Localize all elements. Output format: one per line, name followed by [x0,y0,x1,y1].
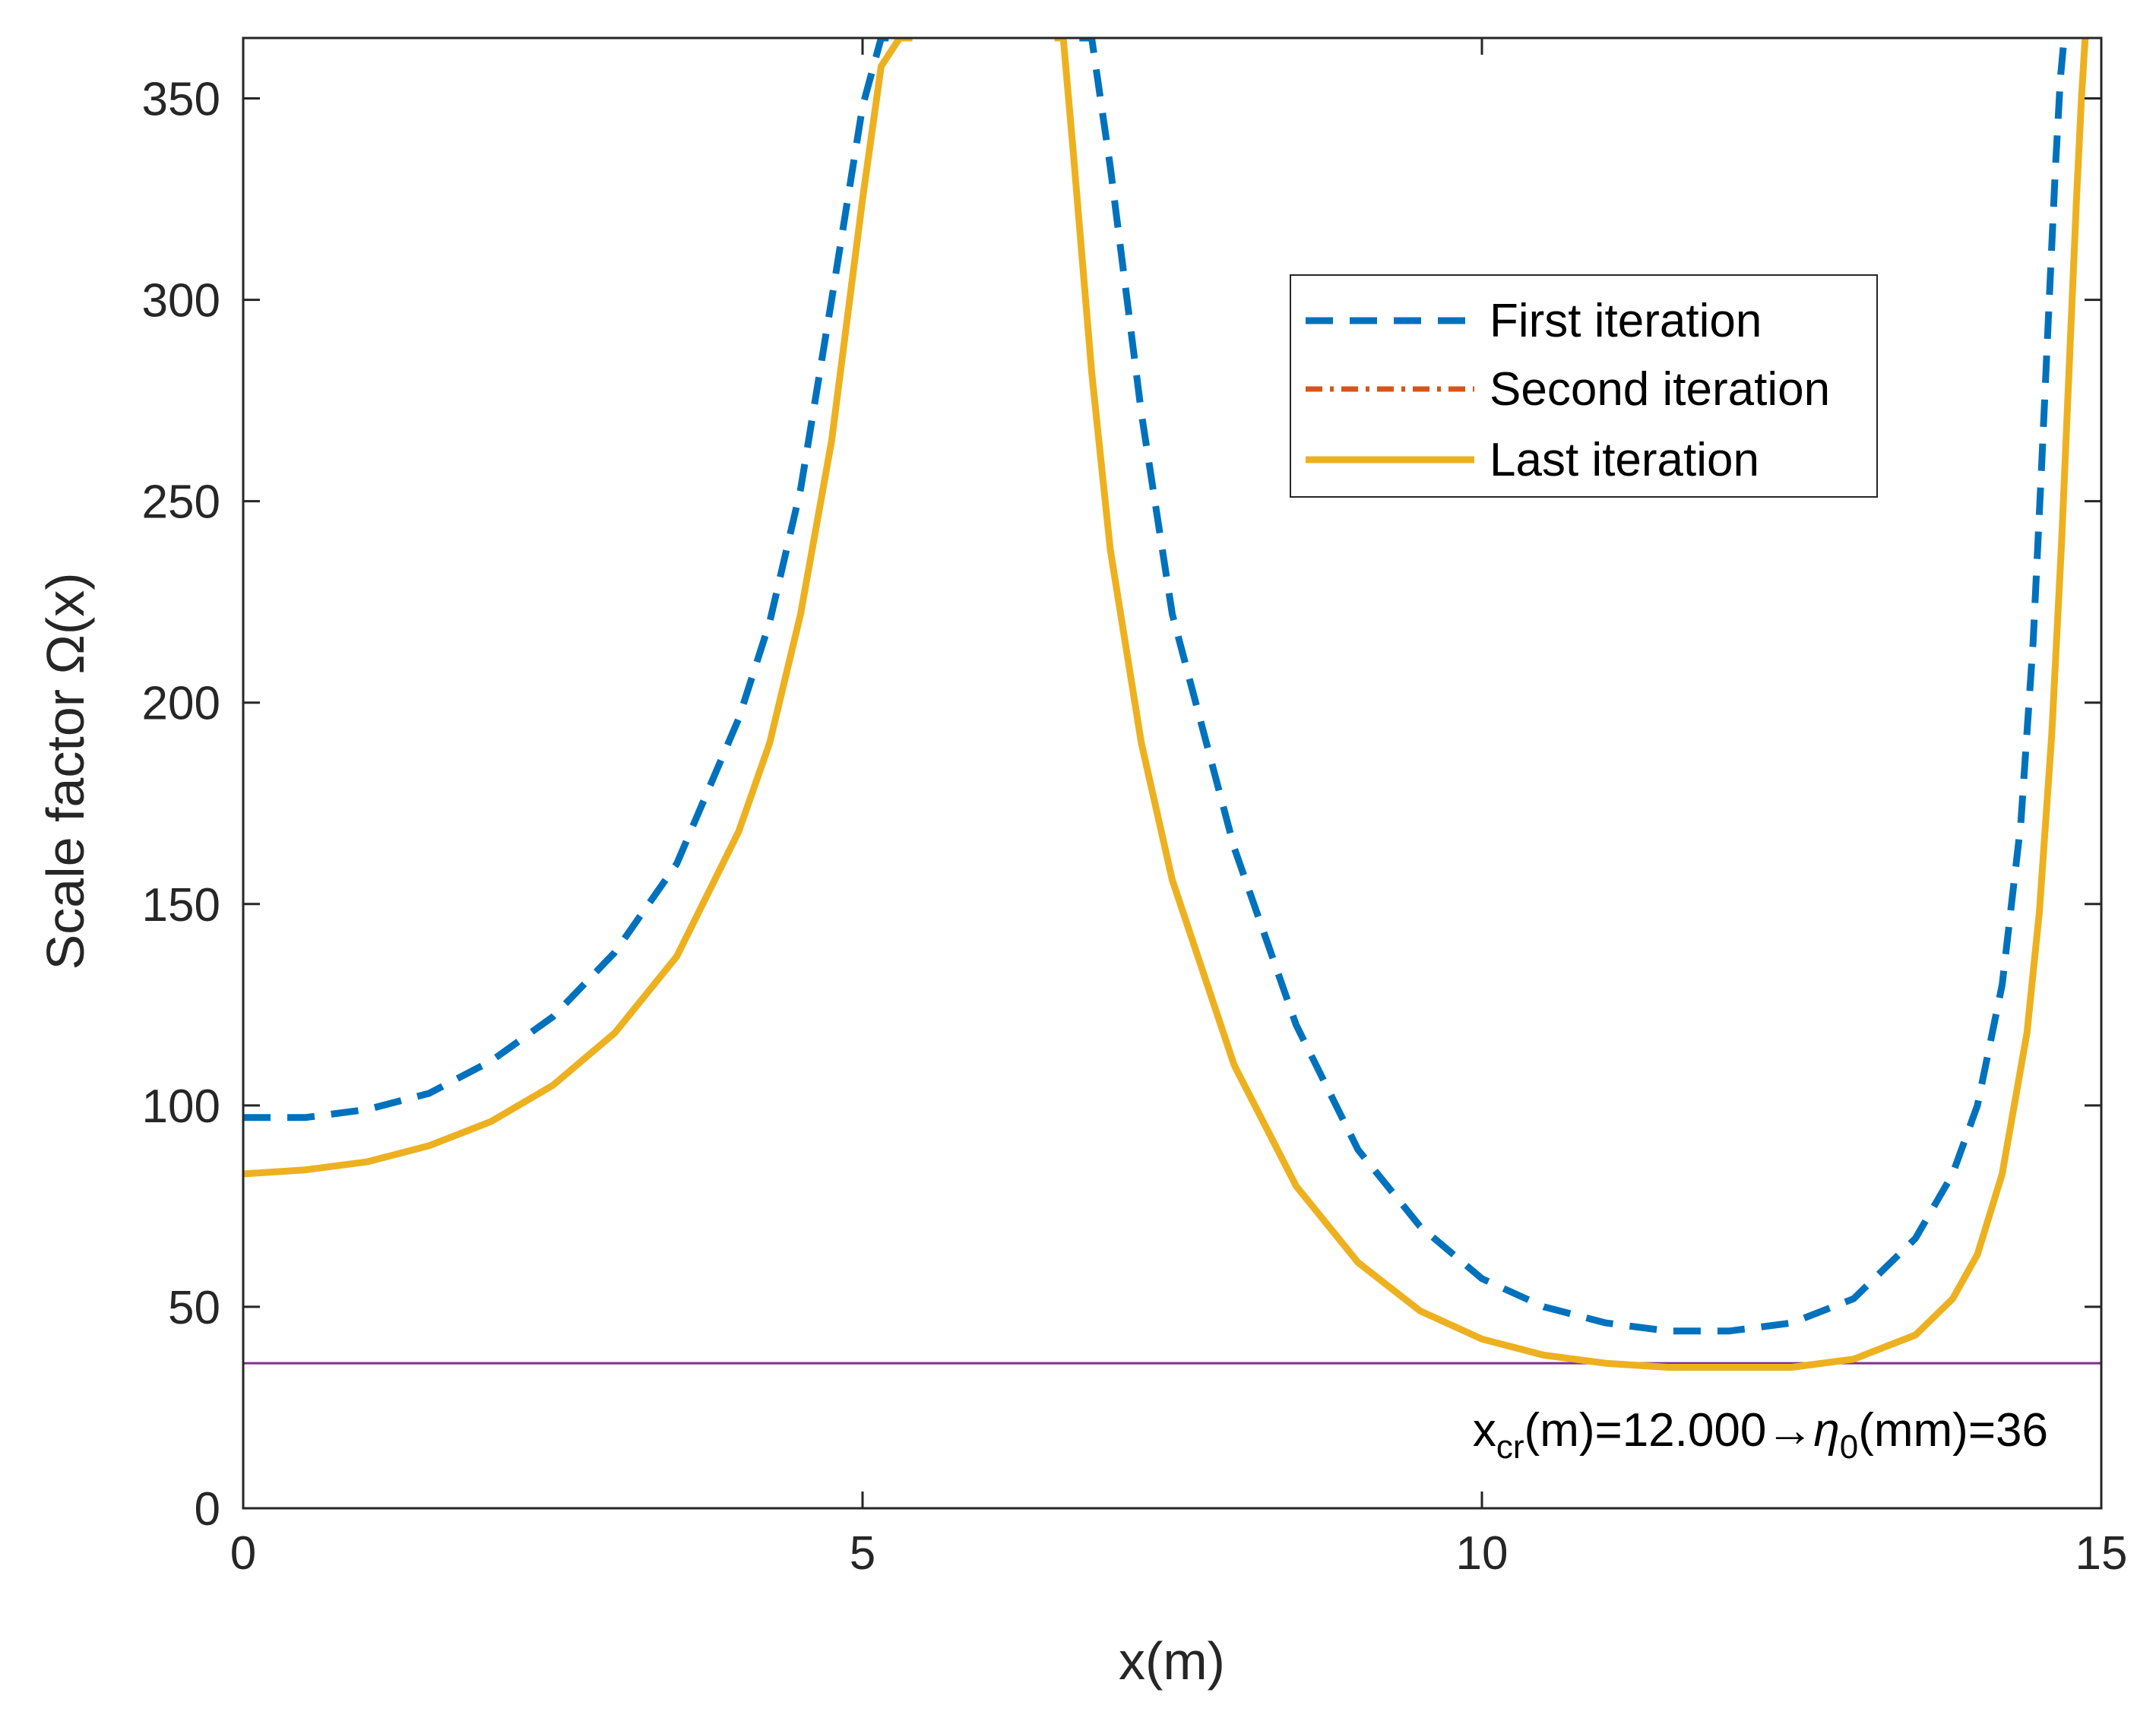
annotation-eta: η [1813,1404,1839,1457]
legend: First iteration Second iteration Last it… [1290,274,1878,498]
y-tick-label: 100 [142,1080,220,1133]
annotation-x-subscript: cr [1496,1428,1524,1466]
x-tick-label: 10 [1456,1527,1509,1580]
x-axis-label: x(m) [1119,1631,1225,1691]
x-tick-label: 15 [2075,1527,2128,1580]
axes-box [242,36,2103,1510]
legend-label-last-iteration: Last iteration [1490,434,1759,486]
annotation-part2: (mm)=36 [1858,1404,2048,1457]
annotation-x: x [1473,1404,1496,1457]
series-layer [243,38,2089,1371]
plot-area [243,38,2101,1508]
y-tick-label: 150 [142,879,220,932]
series-line-last-iteration-segment-2 [1054,38,2089,1371]
annotation-eta-subscript: 0 [1840,1428,1858,1466]
y-axis-label: Scale factor Ω(x) [36,572,95,970]
y-tick-label: 200 [142,678,220,730]
y-tick-label: 250 [142,476,220,529]
x-tick-label: 5 [850,1527,875,1580]
y-tick-label: 350 [142,74,220,126]
x-tick-label: 0 [230,1527,256,1580]
legend-label-second-iteration: Second iteration [1490,363,1830,416]
annotation-part1: (m)=12.000→ [1524,1404,1814,1457]
series-line-first-iteration-segment-1 [243,38,913,1121]
y-tick-label: 300 [142,275,220,327]
series-line-last-iteration-segment-1 [243,38,913,1178]
y-tick-label: 50 [168,1282,220,1334]
critical-point-annotation: xcr(m)=12.000→η0(mm)=36 [1473,1404,2048,1466]
y-tick-label: 0 [195,1483,220,1536]
series-line-first-iteration-segment-2 [1079,38,2068,1335]
legend-label-first-iteration: First iteration [1490,295,1762,347]
